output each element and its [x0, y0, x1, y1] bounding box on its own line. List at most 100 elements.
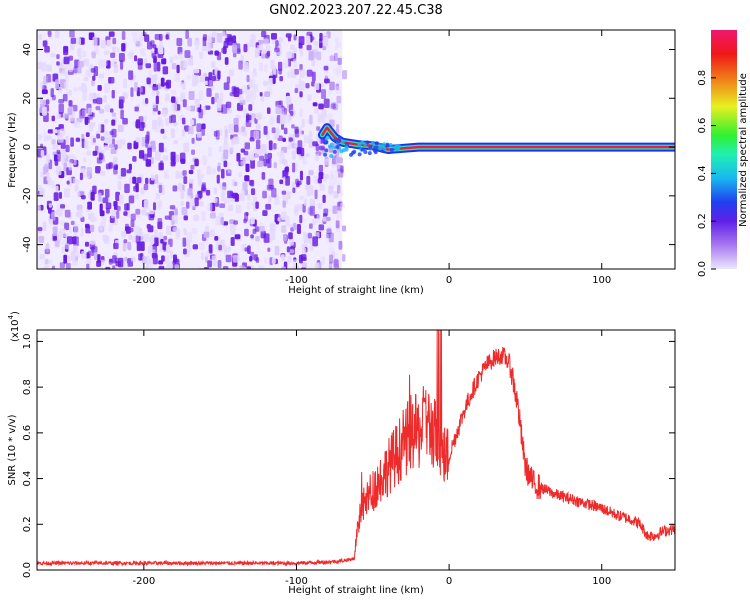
- noise-cell: [57, 151, 61, 162]
- noise-cell: [141, 121, 146, 128]
- noise-cell: [81, 251, 87, 259]
- ridge-speckle: [350, 150, 355, 155]
- ridge-speckle: [389, 147, 394, 152]
- noise-cell: [260, 96, 265, 102]
- noise-cell: [259, 92, 263, 97]
- noise-cell: [236, 152, 241, 162]
- noise-cell: [68, 162, 73, 171]
- noise-cell: [119, 60, 124, 70]
- noise-cell: [85, 258, 92, 265]
- noise-cell: [53, 192, 59, 202]
- noise-cell: [147, 225, 154, 233]
- noise-cell: [151, 90, 156, 96]
- noise-cell: [38, 134, 42, 140]
- noise-cell: [58, 86, 63, 93]
- ridge-speckle: [373, 150, 378, 155]
- noise-cell: [154, 229, 158, 238]
- noise-cell: [155, 192, 161, 200]
- noise-cell: [146, 255, 150, 266]
- noise-cell: [117, 257, 124, 268]
- noise-cell: [104, 104, 110, 112]
- noise-cell: [338, 189, 344, 197]
- noise-cell: [105, 202, 112, 210]
- noise-cell: [122, 241, 127, 252]
- noise-cell: [160, 238, 164, 244]
- noise-cell: [73, 178, 78, 184]
- noise-cell: [247, 219, 253, 224]
- noise-cell: [157, 110, 161, 115]
- noise-cell: [96, 97, 103, 105]
- noise-cell: [209, 229, 216, 238]
- noise-cell: [238, 192, 245, 201]
- noise-cell: [171, 220, 175, 226]
- spectrogram-x-ticks: -200 -100 0 100: [132, 30, 611, 286]
- x-tick-label: -100: [285, 576, 308, 587]
- noise-cell: [279, 150, 284, 158]
- noise-cell: [104, 83, 110, 93]
- noise-cell: [180, 189, 185, 200]
- ridge-speckle: [323, 152, 328, 157]
- noise-cell: [309, 114, 313, 125]
- noise-region: [37, 30, 348, 269]
- noise-cell: [293, 222, 297, 231]
- noise-cell: [306, 175, 311, 185]
- noise-cell: [223, 149, 229, 160]
- noise-cell: [314, 108, 319, 114]
- y-tick-label: 0.4: [22, 471, 33, 487]
- noise-cell: [37, 226, 43, 232]
- noise-cell: [60, 240, 66, 245]
- noise-cell: [279, 37, 283, 43]
- noise-cell: [186, 232, 193, 242]
- noise-cell: [224, 57, 229, 65]
- noise-cell: [143, 183, 149, 191]
- noise-cell: [38, 34, 43, 40]
- noise-cell: [283, 59, 289, 69]
- noise-cell: [175, 170, 180, 179]
- noise-cell: [245, 94, 252, 102]
- noise-cell: [244, 228, 249, 237]
- noise-cell: [288, 232, 293, 240]
- noise-cell: [204, 80, 209, 86]
- colorbar-tick-label: 0.4: [697, 165, 708, 181]
- noise-cell: [323, 174, 327, 182]
- noise-cell: [244, 175, 250, 182]
- noise-cell: [331, 251, 336, 258]
- noise-cell: [165, 244, 170, 254]
- noise-cell: [308, 188, 314, 196]
- noise-cell: [330, 103, 336, 110]
- noise-cell: [306, 44, 312, 51]
- noise-cell: [269, 115, 275, 126]
- noise-cell: [279, 179, 284, 185]
- noise-cell: [164, 255, 169, 264]
- noise-cell: [264, 257, 269, 264]
- noise-cell: [100, 136, 105, 141]
- noise-cell: [175, 154, 180, 163]
- noise-cell: [254, 117, 258, 124]
- colorbar-gradient: [711, 30, 737, 269]
- noise-cell: [128, 234, 133, 240]
- noise-cell: [64, 81, 69, 91]
- noise-cell: [224, 197, 229, 204]
- noise-cell: [231, 138, 236, 146]
- noise-cell: [159, 41, 163, 49]
- noise-cell: [72, 258, 79, 266]
- noise-cell: [40, 97, 44, 104]
- noise-cell: [149, 209, 155, 215]
- noise-cell: [128, 195, 135, 204]
- noise-cell: [55, 165, 62, 176]
- noise-cell: [342, 70, 348, 80]
- noise-cell: [258, 265, 264, 269]
- noise-cell: [117, 180, 122, 191]
- noise-cell: [244, 212, 249, 222]
- noise-cell: [255, 257, 260, 263]
- noise-cell: [301, 118, 305, 128]
- x-tick-label: 0: [446, 576, 452, 587]
- noise-cell: [221, 186, 227, 196]
- noise-cell: [51, 115, 56, 122]
- noise-cell: [334, 264, 340, 269]
- noise-cell: [275, 104, 282, 115]
- noise-cell: [314, 154, 320, 162]
- noise-cell: [289, 110, 294, 116]
- noise-cell: [42, 166, 49, 175]
